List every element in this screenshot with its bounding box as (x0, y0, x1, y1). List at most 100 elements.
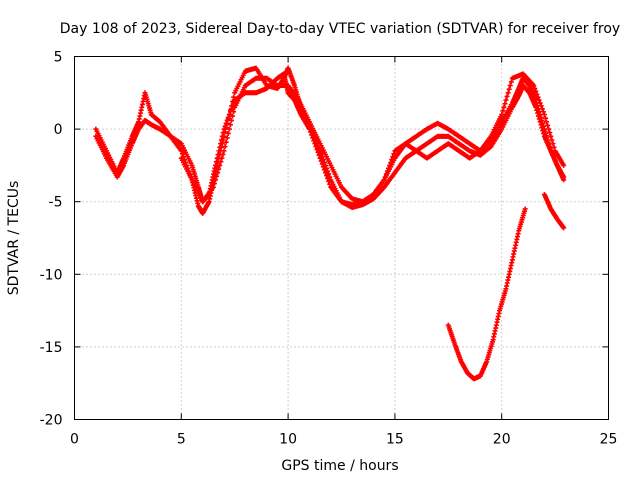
data-point (219, 133, 225, 139)
data-point (548, 133, 554, 139)
data-point (499, 112, 505, 118)
x-axis-label: GPS time / hours (281, 458, 398, 474)
data-point (227, 122, 233, 128)
data-point (536, 97, 542, 103)
data-point (533, 88, 539, 94)
x-tick-label: 15 (386, 432, 404, 448)
data-point (535, 110, 541, 116)
data-point (388, 159, 394, 165)
data-point (228, 117, 234, 123)
data-point (224, 117, 230, 123)
data-point (218, 141, 224, 147)
data-point (533, 104, 539, 110)
data-point (534, 107, 540, 113)
data-point (322, 170, 328, 176)
data-point (539, 125, 545, 131)
data-point (550, 141, 556, 147)
series-track-b (93, 71, 567, 211)
x-tick-label: 0 (70, 432, 79, 448)
y-tick-label: 5 (54, 50, 63, 66)
data-point (220, 130, 226, 136)
chart-title: Day 108 of 2023, Sidereal Day-to-day VTE… (60, 21, 620, 37)
data-point (537, 119, 543, 125)
data-point (223, 139, 229, 145)
data-point (547, 130, 553, 136)
data-point (540, 109, 546, 115)
data-point (212, 162, 218, 168)
y-tick-label: -10 (40, 267, 63, 283)
data-point (231, 109, 237, 115)
data-point (535, 94, 541, 100)
points-layer (93, 65, 567, 382)
data-point (502, 101, 508, 107)
data-point (542, 115, 548, 121)
data-point (536, 116, 542, 122)
data-point (228, 106, 234, 112)
data-point (220, 152, 226, 158)
data-point (532, 85, 538, 91)
data-point (221, 126, 227, 132)
data-point (538, 122, 544, 128)
data-point (549, 137, 555, 143)
data-point (385, 165, 391, 171)
data-point (327, 181, 333, 187)
data-point (546, 126, 552, 132)
data-point (541, 112, 547, 118)
data-point (210, 184, 216, 190)
data-point (214, 155, 220, 161)
data-point (500, 108, 506, 114)
data-point (218, 159, 224, 165)
y-tick-label: 0 (54, 122, 63, 138)
data-point (504, 93, 510, 99)
data-point (541, 130, 547, 136)
y-axis-label: SDTVAR / TECUs (6, 181, 22, 296)
data-point (316, 152, 322, 158)
data-point (217, 144, 223, 150)
data-point (226, 126, 232, 132)
data-point (321, 167, 327, 173)
data-point (310, 135, 316, 141)
data-point (225, 114, 231, 120)
data-point (507, 83, 513, 89)
data-point (545, 122, 551, 128)
y-tick-label: -20 (40, 413, 63, 429)
data-point (506, 86, 512, 92)
data-point (320, 164, 326, 170)
data-point (215, 152, 221, 158)
data-point (317, 155, 323, 161)
data-point (225, 130, 231, 136)
data-point (391, 151, 397, 157)
data-point (309, 132, 315, 138)
data-point (308, 129, 314, 135)
data-point (312, 141, 318, 147)
data-point (531, 83, 537, 89)
data-point (314, 146, 320, 152)
data-point (384, 168, 390, 174)
data-point (390, 154, 396, 160)
data-point (522, 206, 528, 212)
data-point (535, 113, 541, 119)
data-point (383, 171, 389, 177)
data-point (223, 120, 229, 126)
data-point (561, 177, 567, 183)
x-tick-label: 10 (279, 432, 297, 448)
x-tick-label: 25 (600, 432, 618, 448)
data-point (216, 148, 222, 154)
data-point (561, 162, 567, 168)
data-point (561, 225, 567, 231)
data-point (212, 177, 218, 183)
data-point (382, 174, 388, 180)
data-point (501, 104, 507, 110)
data-point (534, 91, 540, 97)
data-point (226, 112, 232, 118)
data-point (537, 100, 543, 106)
data-point (540, 128, 546, 134)
tick-layer: 0 5 10 15 20 25 5 0 -5 -10 -15 -20 (40, 50, 618, 448)
series-track-e (541, 191, 567, 231)
data-point (222, 144, 228, 150)
data-point (213, 159, 219, 165)
data-point (179, 151, 185, 157)
data-point (313, 144, 319, 150)
